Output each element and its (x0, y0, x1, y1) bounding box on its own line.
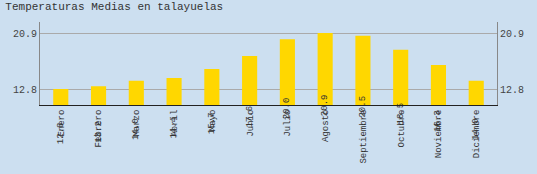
svg-text:20.0: 20.0 (282, 98, 292, 120)
svg-text:Noviembre: Noviembre (434, 110, 444, 159)
svg-text:12.8: 12.8 (13, 85, 37, 96)
svg-text:14.0: 14.0 (471, 118, 481, 140)
svg-text:Diciembre: Diciembre (472, 110, 482, 159)
svg-text:17.6: 17.6 (245, 106, 255, 128)
svg-text:18.5: 18.5 (396, 103, 406, 125)
svg-text:Abril: Abril (170, 110, 180, 137)
svg-text:20.9: 20.9 (500, 29, 524, 40)
svg-text:Octubre: Octubre (397, 110, 407, 148)
svg-text:12.8: 12.8 (56, 123, 66, 145)
svg-text:13.2: 13.2 (94, 121, 104, 143)
svg-text:16.3: 16.3 (433, 110, 443, 132)
svg-text:Junio: Junio (246, 110, 256, 137)
svg-text:Marzo: Marzo (132, 110, 142, 137)
svg-text:Julio: Julio (283, 110, 293, 137)
svg-text:20.9: 20.9 (320, 95, 330, 117)
svg-text:Febrero: Febrero (94, 110, 104, 148)
svg-text:Septiembre: Septiembre (359, 110, 369, 164)
svg-text:Mayo: Mayo (208, 110, 218, 132)
svg-text:14.4: 14.4 (169, 117, 179, 139)
svg-text:Agosto: Agosto (321, 110, 331, 142)
svg-text:Temperaturas Medias en talayue: Temperaturas Medias en talayuelas (5, 1, 223, 13)
svg-text:Enero: Enero (57, 110, 67, 137)
svg-text:12.8: 12.8 (500, 85, 524, 96)
svg-text:14.0: 14.0 (131, 118, 141, 140)
svg-text:20.9: 20.9 (13, 29, 37, 40)
svg-text:20.5: 20.5 (358, 96, 368, 118)
svg-text:15.7: 15.7 (207, 113, 217, 135)
